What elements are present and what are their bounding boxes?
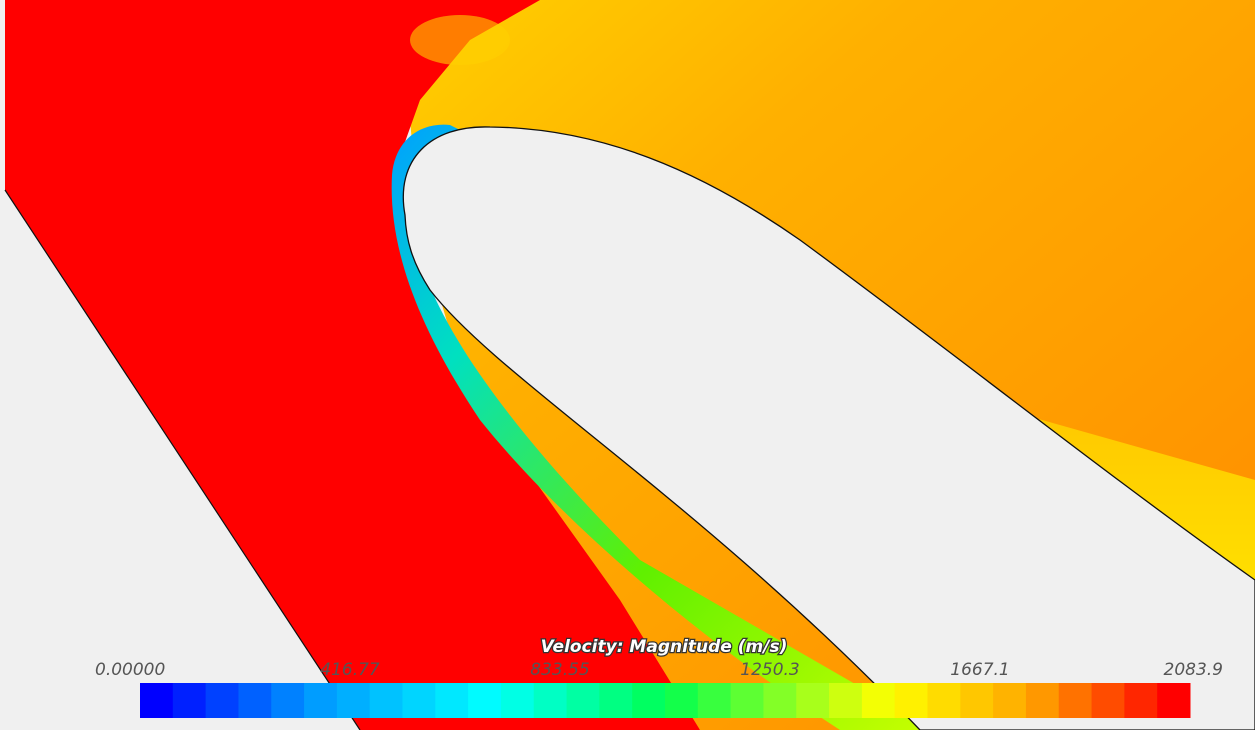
colorbar-segment: [829, 683, 862, 718]
colorbar-segment: [1059, 683, 1092, 718]
colorbar-segment: [763, 683, 796, 718]
colorbar-segment: [862, 683, 895, 718]
colorbar-tick-label: 2083.9: [1164, 660, 1223, 680]
cfd-view: Velocity: Magnitude (m/s) 0.00000 416.77 8…: [0, 0, 1255, 730]
colorbar-segment: [1124, 683, 1157, 718]
colorbar-title: Velocity: Magnitude (m/s): [541, 637, 788, 657]
colorbar-segment: [534, 683, 567, 718]
colorbar-segment: [993, 683, 1026, 718]
colorbar-tick-label: 833.55: [530, 660, 589, 680]
colorbar-segment: [895, 683, 928, 718]
colorbar-segment: [501, 683, 534, 718]
colorbar-segment: [173, 683, 206, 718]
colorbar-segment: [206, 683, 239, 718]
colorbar: [140, 683, 1191, 718]
colorbar-segment: [337, 683, 370, 718]
colorbar-segment: [1157, 683, 1190, 718]
colorbar-tick-label: 416.77: [320, 660, 380, 680]
colorbar-segment: [238, 683, 271, 718]
colorbar-segment: [435, 683, 468, 718]
colorbar-segment: [731, 683, 764, 718]
page: Velocity: Magnitude (m/s) 0.00000 416.77 8…: [0, 0, 1255, 730]
colorbar-segment: [567, 683, 600, 718]
colorbar-segment: [960, 683, 993, 718]
colorbar-segment: [370, 683, 403, 718]
colorbar-segment: [271, 683, 304, 718]
colorbar-tick-label: 0.00000: [95, 660, 165, 680]
colorbar-segment: [468, 683, 501, 718]
colorbar-segment: [1026, 683, 1059, 718]
yellow-patch: [410, 15, 510, 65]
colorbar-segment: [796, 683, 829, 718]
colorbar-segment: [632, 683, 665, 718]
colorbar-segment: [665, 683, 698, 718]
colorbar-segment: [304, 683, 337, 718]
colorbar-tick-label: 1667.1: [950, 660, 1009, 680]
colorbar-segment: [140, 683, 173, 718]
colorbar-segment: [599, 683, 632, 718]
colorbar-segment: [928, 683, 961, 718]
colorbar-tick-label: 1250.3: [740, 660, 799, 680]
colorbar-segment: [403, 683, 436, 718]
colorbar-segment: [698, 683, 731, 718]
colorbar-segment: [1092, 683, 1125, 718]
